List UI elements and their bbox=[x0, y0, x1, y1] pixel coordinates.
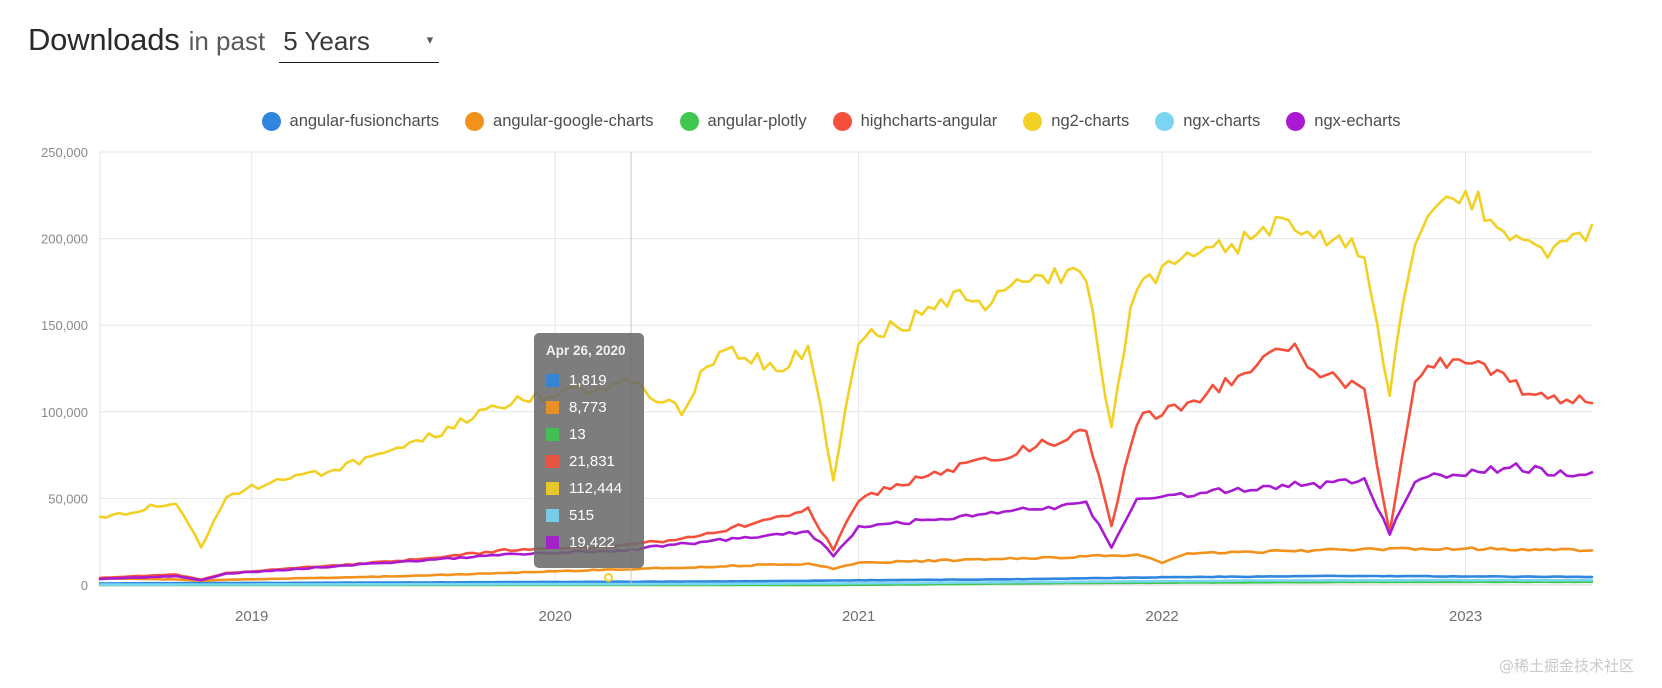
legend-item-highcharts-angular[interactable]: highcharts-angular bbox=[832, 112, 998, 131]
legend-color-dot bbox=[261, 112, 281, 131]
x-axis-tick-label: 2019 bbox=[235, 608, 268, 625]
y-axis-tick-label: 0 bbox=[81, 578, 88, 593]
legend-color-dot bbox=[1155, 112, 1175, 131]
chart-plot: 0 50,000 100,000 150,000 200,000 250,000 2019 2… bbox=[41, 145, 1594, 625]
legend-color-dot bbox=[832, 112, 852, 131]
legend-item-ng2-charts[interactable]: ng2-charts bbox=[1023, 112, 1129, 131]
y-axis-tick-label: 200,000 bbox=[41, 232, 88, 247]
legend-item-label: ngx-charts bbox=[1183, 112, 1261, 130]
chart-legend: angular-fusioncharts angular-google-chart… bbox=[0, 112, 1662, 131]
x-axis-tick-label: 2021 bbox=[842, 608, 875, 625]
y-axis-tick-label: 250,000 bbox=[41, 145, 88, 160]
legend-item-label: angular-plotly bbox=[707, 112, 807, 130]
tooltip-hover-point bbox=[604, 573, 613, 582]
legend-item-label: highcharts-angular bbox=[860, 112, 998, 130]
series-line-ngx-charts bbox=[98, 578, 1594, 586]
legend-color-dot bbox=[679, 112, 699, 131]
legend-color-dot bbox=[1286, 112, 1306, 131]
x-axis-tick-label: 2023 bbox=[1449, 608, 1482, 625]
series-line-ng2-charts bbox=[98, 189, 1594, 549]
x-axis-tick-label: 2020 bbox=[538, 608, 571, 625]
legend-item-ngx-charts[interactable]: ngx-charts bbox=[1155, 112, 1260, 131]
legend-item-label: angular-google-charts bbox=[493, 112, 654, 130]
page-title-suffix: in past bbox=[188, 26, 266, 56]
watermark: @稀土掘金技术社区 bbox=[1498, 657, 1634, 675]
series-line-highcharts-angular bbox=[98, 342, 1594, 581]
series-line-angular-google-charts bbox=[98, 546, 1594, 582]
legend-item-angular-fusioncharts[interactable]: angular-fusioncharts bbox=[261, 112, 440, 131]
page-header: Downloads in past 5 Years ▾ bbox=[28, 22, 440, 63]
downloads-chart: 0 50,000 100,000 150,000 200,000 250,000 2019 2… bbox=[0, 140, 1662, 640]
chevron-down-icon: ▾ bbox=[426, 32, 434, 47]
legend-color-dot bbox=[465, 112, 485, 131]
y-axis-tick-label: 150,000 bbox=[41, 318, 88, 333]
legend-item-angular-google-charts[interactable]: angular-google-charts bbox=[465, 112, 654, 131]
legend-item-label: ng2-charts bbox=[1051, 112, 1130, 130]
series-line-ngx-echarts bbox=[98, 462, 1594, 582]
y-axis-tick-label: 100,000 bbox=[41, 405, 88, 420]
legend-color-dot bbox=[1023, 112, 1043, 131]
legend-item-label: ngx-echarts bbox=[1314, 112, 1401, 130]
legend-item-label: angular-fusioncharts bbox=[289, 112, 440, 130]
legend-item-ngx-echarts[interactable]: ngx-echarts bbox=[1286, 112, 1400, 131]
period-select[interactable]: 5 Years ▾ bbox=[279, 26, 440, 63]
y-axis-tick-label: 50,000 bbox=[48, 491, 88, 506]
period-select-value: 5 Years bbox=[283, 26, 370, 56]
page-title: Downloads bbox=[28, 22, 180, 57]
series-line-angular-fusioncharts bbox=[98, 574, 1594, 585]
legend-item-angular-plotly[interactable]: angular-plotly bbox=[679, 112, 807, 131]
x-axis-tick-label: 2022 bbox=[1145, 608, 1178, 625]
